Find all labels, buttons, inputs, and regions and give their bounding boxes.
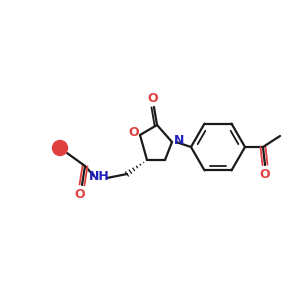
Text: O: O [148, 92, 158, 104]
Circle shape [52, 140, 68, 155]
Text: O: O [129, 125, 139, 139]
Text: N: N [174, 134, 184, 148]
Text: NH: NH [88, 169, 110, 182]
Text: O: O [260, 167, 270, 181]
Text: O: O [75, 188, 85, 200]
